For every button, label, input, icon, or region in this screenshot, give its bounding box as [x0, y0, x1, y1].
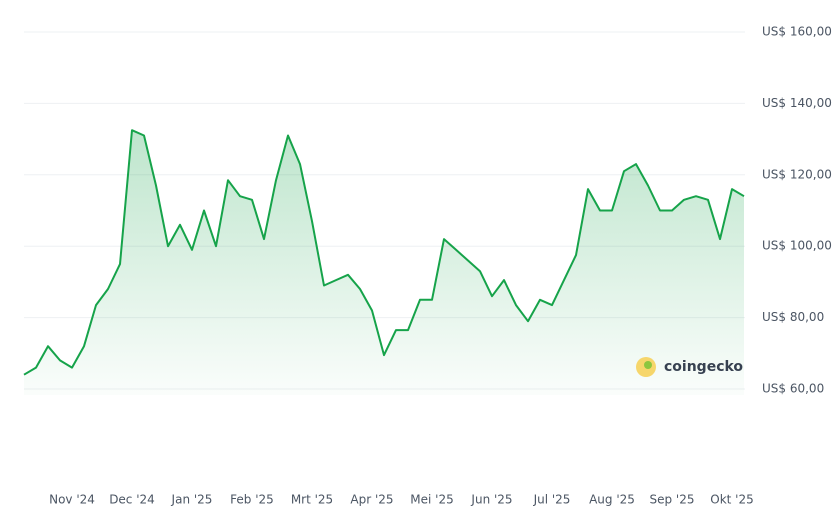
x-tick-label: Jun '25: [470, 493, 512, 507]
area: [24, 130, 744, 395]
x-tick-label: Okt '25: [710, 493, 753, 507]
y-tick-label: US$ 100,00: [762, 239, 832, 253]
y-tick-label: US$ 80,00: [762, 310, 824, 324]
x-tick-label: Sep '25: [650, 493, 695, 507]
x-tick-label: Feb '25: [230, 493, 274, 507]
x-tick-label: Jan '25: [171, 493, 213, 507]
y-tick-label: US$ 160,00: [762, 25, 832, 39]
x-tick-label: Aug '25: [589, 493, 635, 507]
y-tick-label: US$ 60,00: [762, 382, 824, 396]
price-line: [23, 129, 745, 376]
logo-eye: [644, 361, 652, 369]
x-tick-label: Apr '25: [350, 493, 393, 507]
y-tick-label: US$ 140,00: [762, 96, 832, 110]
watermark-text: coingecko: [664, 359, 743, 375]
x-tick-label: Mei '25: [410, 493, 453, 507]
x-tick-label: Dec '24: [109, 493, 155, 507]
x-tick-label: Mrt '25: [291, 493, 333, 507]
x-tick-label: Nov '24: [49, 493, 95, 507]
y-tick-label: US$ 120,00: [762, 167, 832, 181]
watermark: coingecko: [636, 357, 743, 377]
x-tick-label: Jul '25: [533, 493, 571, 507]
